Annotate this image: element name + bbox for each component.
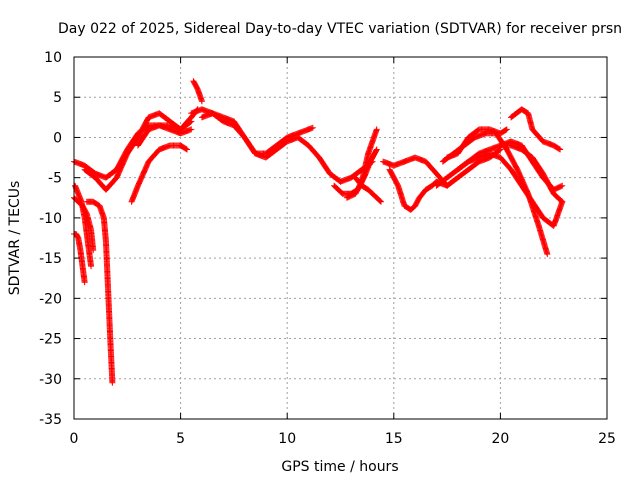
series-arc-2: [81, 106, 201, 193]
data-point: [373, 147, 380, 154]
data-point: [373, 126, 380, 133]
series-arc-22: [83, 198, 116, 386]
y-tick-label: -10: [39, 211, 62, 227]
data-point: [373, 146, 380, 153]
y-tick-label: 5: [53, 90, 62, 106]
series-arc-3: [128, 142, 190, 205]
series-arc-18: [497, 138, 566, 193]
data-point: [544, 251, 551, 258]
x-tick-label: 15: [385, 431, 403, 447]
series-arc-17: [508, 106, 564, 153]
data-point: [188, 126, 195, 133]
x-tick-label: 5: [176, 431, 185, 447]
data-point: [198, 98, 205, 105]
x-tick-label: 20: [491, 431, 509, 447]
data-point: [502, 126, 509, 133]
data-point: [444, 182, 451, 189]
data-point: [556, 145, 563, 152]
data-point: [88, 263, 95, 270]
series-arc-9: [343, 126, 380, 201]
y-axis-label: SDTVAR / TECUs: [7, 181, 23, 296]
y-tick-label: 0: [53, 130, 62, 146]
y-tick-label: -15: [39, 251, 62, 267]
series-arc-12: [380, 154, 451, 189]
data-points: [71, 78, 566, 386]
data-point: [377, 197, 384, 204]
series-arc-6: [190, 78, 205, 105]
x-tick-label: 0: [70, 431, 79, 447]
series-arc-7: [198, 110, 316, 157]
data-point: [559, 198, 566, 205]
data-point: [309, 124, 316, 131]
x-axis-label: GPS time / hours: [281, 459, 398, 475]
series-arc-4: [134, 122, 195, 149]
axis-ticks: 0 5 10 15 20 25 -35 -30 -25 -20 -15 -10 -5 0 5 10: [39, 50, 616, 447]
y-tick-label: -20: [39, 291, 62, 307]
data-point: [378, 198, 385, 205]
data-point: [183, 146, 190, 153]
y-tick-label: 10: [44, 50, 62, 66]
x-tick-label: 25: [598, 431, 616, 447]
y-tick-label: -30: [39, 372, 62, 388]
data-point: [559, 182, 566, 189]
series-arc-21: [71, 194, 97, 254]
data-point: [503, 126, 510, 133]
y-tick-label: -5: [48, 171, 62, 187]
data-point: [81, 279, 88, 286]
series-arc-10: [352, 174, 385, 205]
data-point: [443, 181, 450, 188]
grid: [74, 57, 607, 419]
data-point: [109, 379, 116, 386]
y-tick-label: -35: [39, 412, 62, 428]
data-point: [90, 247, 97, 254]
series-arc-16: [444, 126, 510, 161]
series-arc-15: [454, 150, 566, 229]
series-arc-19: [71, 230, 88, 286]
plot-frame: [73, 56, 608, 420]
y-tick-label: -25: [39, 332, 62, 348]
chart-title: Day 022 of 2025, Sidereal Day-to-day VTE…: [58, 21, 622, 37]
data-point: [557, 146, 564, 153]
x-tick-label: 10: [278, 431, 296, 447]
data-point: [183, 145, 190, 152]
data-point: [558, 183, 565, 190]
